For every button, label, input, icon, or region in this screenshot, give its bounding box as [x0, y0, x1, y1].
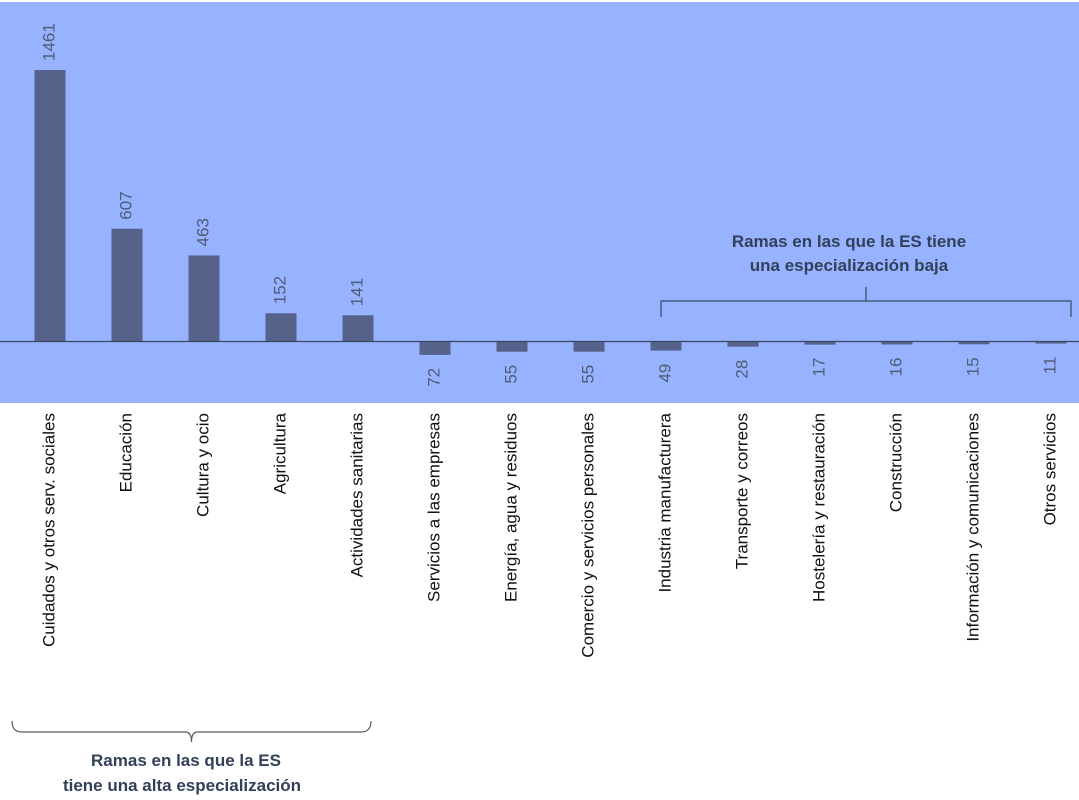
value-label-3: 152 [270, 276, 289, 304]
bar-8 [650, 341, 682, 351]
value-label-12: 15 [963, 357, 982, 376]
value-label-2: 463 [193, 218, 212, 246]
category-label-5: Servicios a las empresas [424, 413, 443, 602]
category-label-6: Energía, agua y residuos [501, 413, 520, 602]
value-labels-group: 1461 607 463 152 141 72 55 55 49 28 17 16 15 11 [39, 23, 1059, 387]
bar-0 [34, 70, 66, 342]
bar-12 [958, 341, 990, 345]
category-label-13: Otros servicios [1040, 413, 1059, 525]
value-label-9: 28 [732, 360, 751, 379]
value-label-11: 16 [886, 357, 905, 376]
high-bracket-line [11, 720, 372, 743]
value-label-1: 607 [116, 191, 135, 219]
low-bracket-line [660, 287, 1072, 317]
bar-11 [881, 341, 913, 345]
category-label-12: Información y comunicaciones [963, 413, 982, 642]
high-annotation-line2: tiene una alta especialización [63, 776, 301, 795]
bar-13 [1035, 341, 1067, 344]
high-annotation-line1: Ramas en las que la ES [91, 751, 281, 770]
value-label-0: 1461 [39, 23, 58, 61]
category-label-3: Agricultura [270, 412, 289, 494]
category-label-9: Transporte y correos [732, 413, 751, 569]
category-label-4: Actividades sanitarias [347, 413, 366, 577]
category-label-0: Cuidados y otros serv. sociales [39, 413, 58, 647]
low-annotation-line1: Ramas en las que la ES tiene [732, 232, 966, 251]
high-specialization-bracket [11, 720, 372, 743]
plot-background [0, 2, 1079, 403]
bar-10 [804, 341, 836, 345]
value-label-10: 17 [809, 358, 828, 377]
bar-7 [573, 341, 605, 352]
value-label-6: 55 [501, 365, 520, 384]
value-label-13: 11 [1040, 357, 1059, 375]
bar-1 [111, 228, 143, 342]
category-label-11: Construcción [886, 413, 905, 512]
bar-9 [727, 341, 759, 347]
category-label-10: Hostelería y restauración [809, 413, 828, 602]
category-label-7: Comercio y servicios personales [578, 413, 597, 658]
low-annotation-line2: una especialización baja [750, 256, 949, 275]
category-labels-group: Cuidados y otros serv. sociales Educación… [39, 412, 1059, 657]
bar-2 [188, 255, 220, 342]
value-label-7: 55 [578, 365, 597, 384]
value-label-5: 72 [424, 368, 443, 387]
low-specialization-bracket [660, 287, 1072, 317]
bars-group [34, 70, 1067, 355]
bar-6 [496, 341, 528, 352]
value-label-4: 141 [347, 278, 366, 306]
bar-5 [419, 341, 451, 355]
bar-3 [265, 313, 297, 342]
category-label-1: Educación [116, 413, 135, 492]
category-label-2: Cultura y ocio [193, 413, 212, 517]
bar-4 [342, 315, 374, 342]
value-label-8: 49 [655, 364, 674, 383]
category-label-8: Industria manufacturera [655, 412, 674, 592]
